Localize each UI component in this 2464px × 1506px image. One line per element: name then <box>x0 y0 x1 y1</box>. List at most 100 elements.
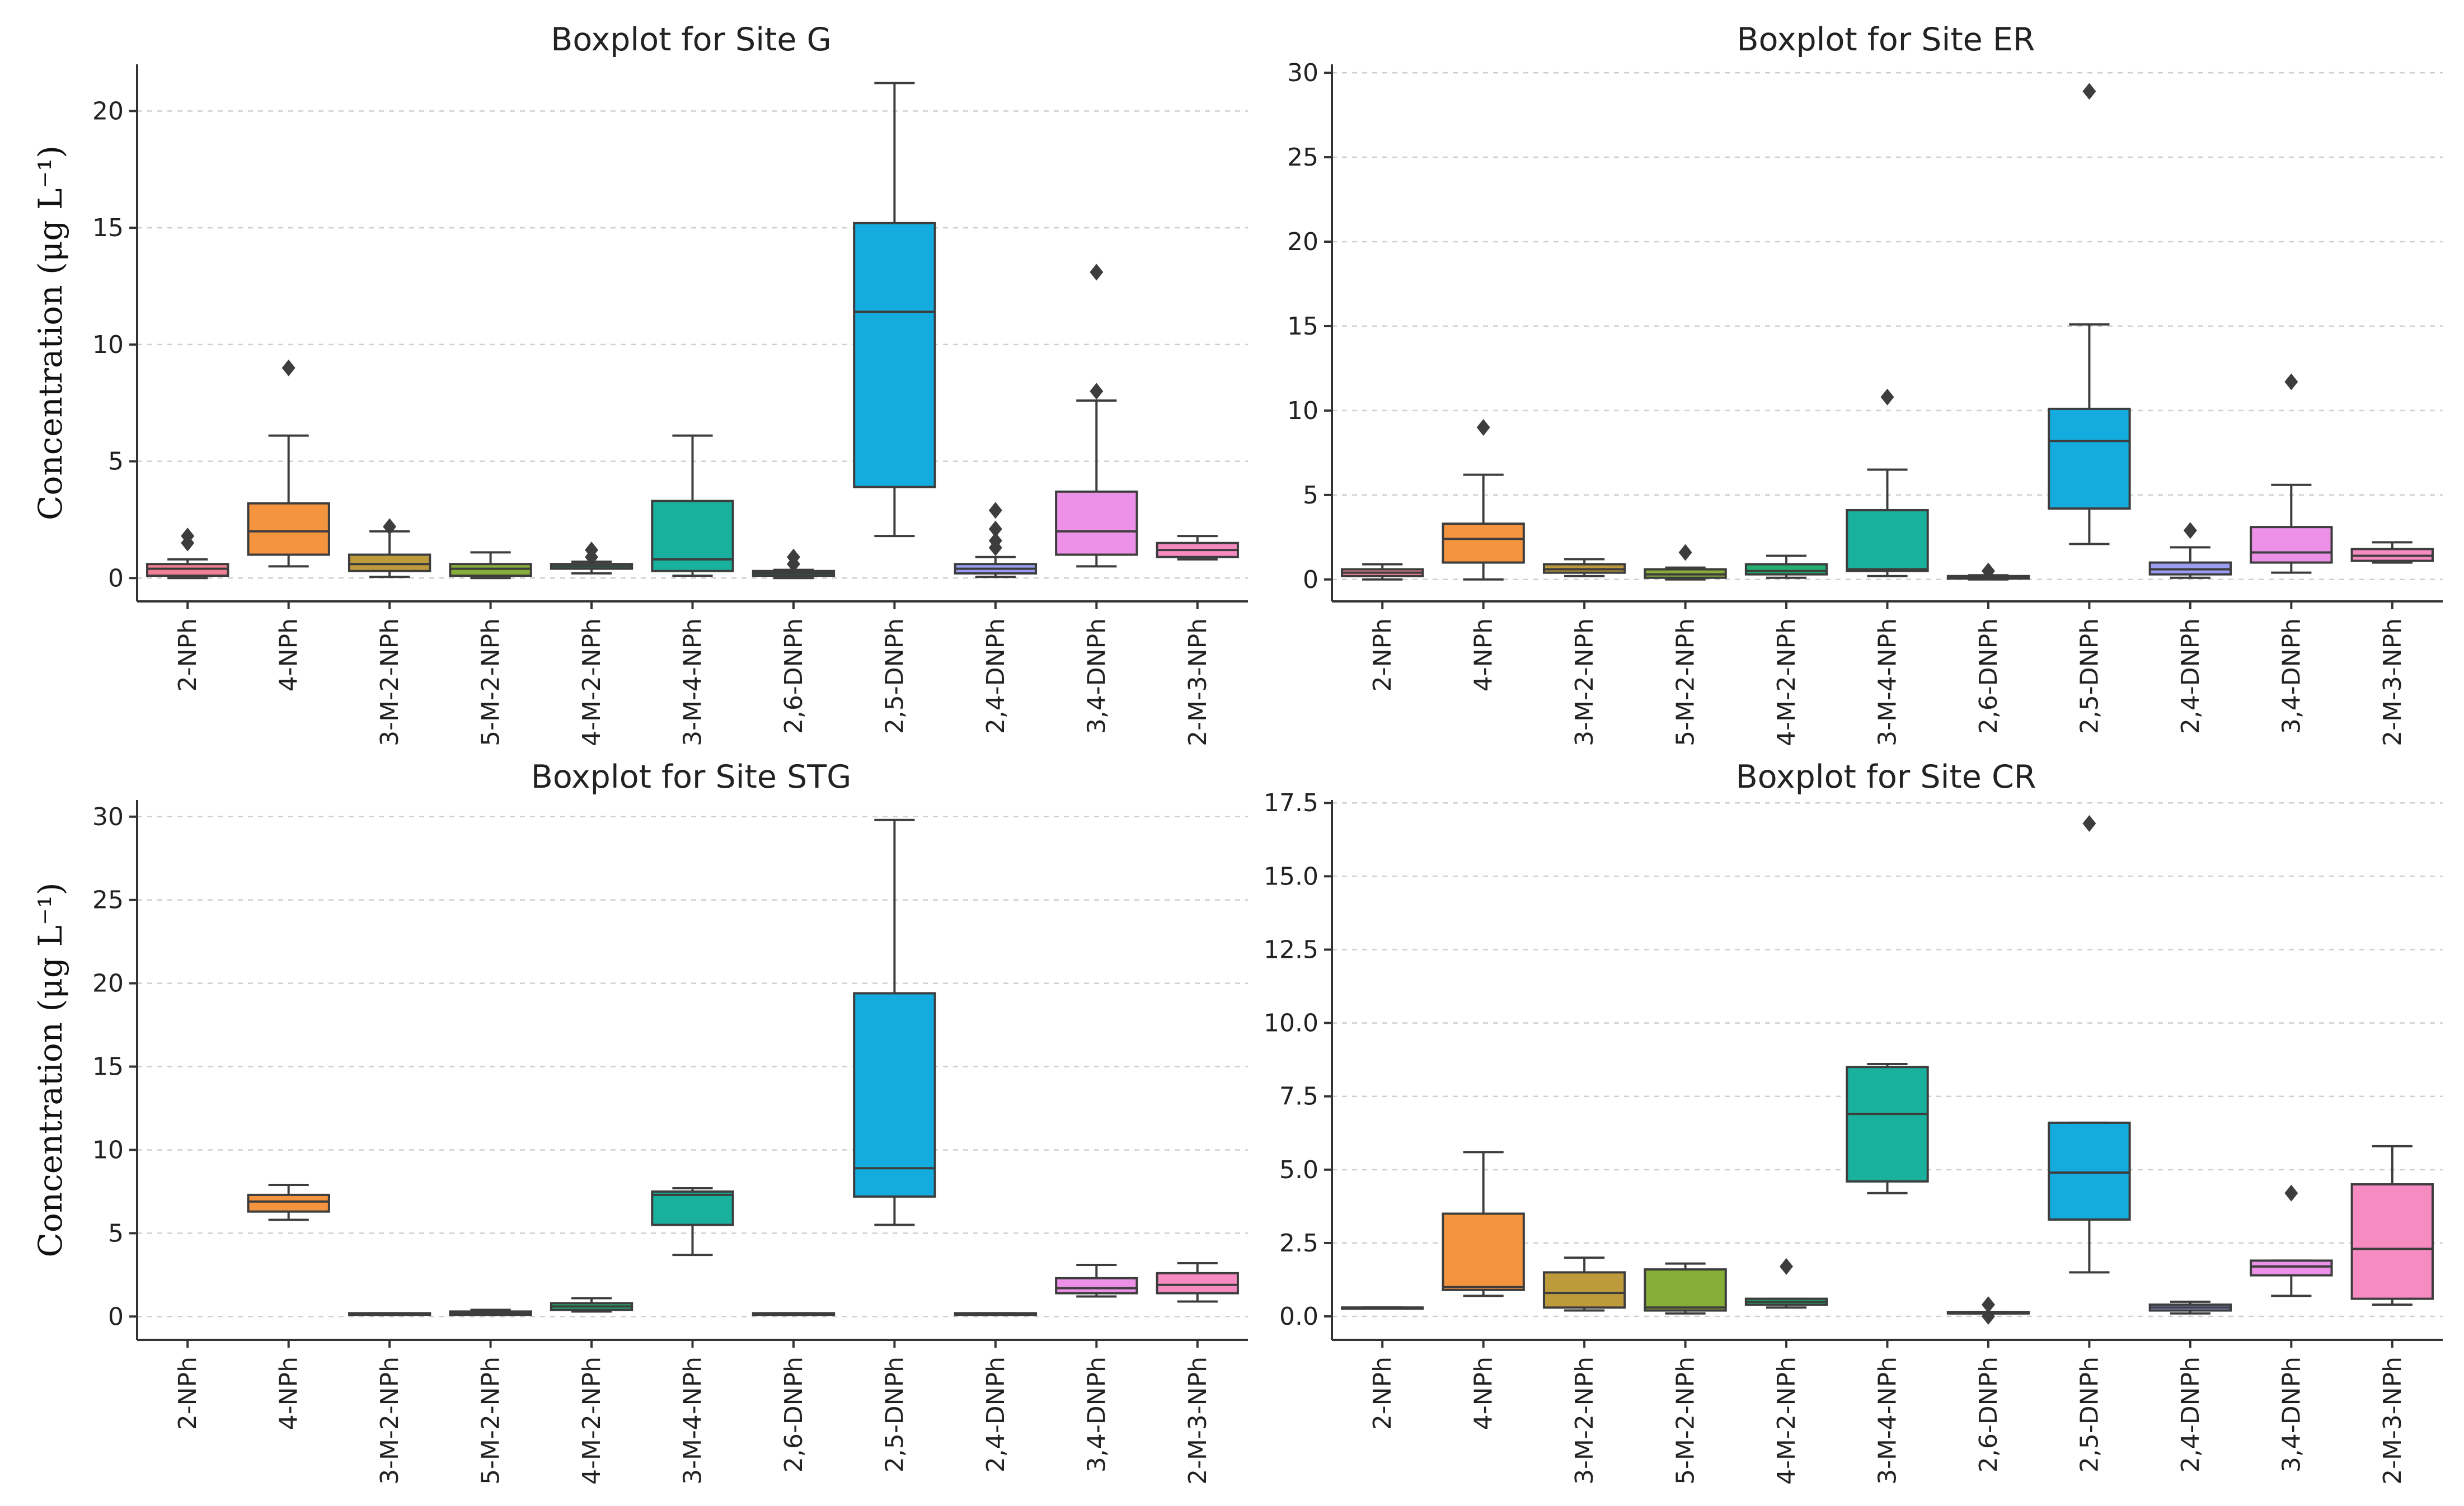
box-4-m-2-nph-group <box>550 542 633 575</box>
box-4-nph <box>1442 1212 1525 1291</box>
x-tick-label: 5-M-2-NPh <box>1672 1357 1700 1485</box>
x-tick-label: 3-M-2-NPh <box>376 1357 404 1485</box>
box-5-m-2-nph <box>449 563 532 577</box>
y-axis-label: Concentration (μg L⁻¹) <box>31 883 69 1258</box>
box-2-4-dnph-group <box>954 1312 1038 1316</box>
box-4-m-2-nph <box>1744 563 1828 576</box>
box-5-m-2-nph-group <box>449 551 532 580</box>
x-tick-label: 2-NPh <box>1368 1357 1397 1430</box>
outlier-point <box>181 528 195 545</box>
box-2-4-dnph-group <box>2148 1300 2232 1315</box>
box-2-m-3-nph-group <box>1156 535 1239 561</box>
x-tick-label: 2-NPh <box>1368 618 1397 691</box>
x-tick-label: 2,4-DNPh <box>2176 618 2205 734</box>
x-tick-label: 3-M-2-NPh <box>1570 618 1599 746</box>
panel-site-er: Boxplot for Site ER 0 5 10 15 20 25 30 2-NPh 4-NP… <box>1287 21 2443 746</box>
x-tick-label: 2-M-3-NPh <box>1184 1357 1212 1485</box>
outlier-point <box>2284 373 2298 390</box>
box-2-5-dnph-group <box>853 818 936 1226</box>
box-3-m-4-nph-group <box>651 1187 734 1256</box>
panel-title: Boxplot for Site ER <box>1737 21 2035 58</box>
box-4-nph-group <box>1442 1151 1525 1297</box>
x-tick-label: 4-M-2-NPh <box>578 618 606 746</box>
panel-title: Boxplot for Site G <box>551 21 832 58</box>
y-tick-label: 0.0 <box>1279 1302 1318 1331</box>
box-2-nph-group <box>146 528 229 580</box>
outlier-point <box>585 542 599 559</box>
box-3-4-dnph-group <box>2250 1184 2333 1297</box>
outlier-point <box>1090 263 1104 281</box>
outlier-point <box>383 518 397 535</box>
box-3-4-dnph-group <box>1055 1263 1138 1298</box>
x-tick-label: 2,6-DNPh <box>780 1357 808 1472</box>
x-tick-label: 3,4-DNPh <box>1082 1357 1111 1472</box>
x-tick-label: 4-NPh <box>275 1357 303 1430</box>
box-3-4-dnph <box>2250 526 2333 564</box>
x-tick-label: 2,5-DNPh <box>880 618 909 734</box>
box-4-nph <box>247 1193 330 1213</box>
box-2-m-3-nph <box>2350 1183 2434 1300</box>
outlier-point <box>988 502 1002 519</box>
y-tick-label: 15 <box>1287 312 1318 341</box>
panel-title: Boxplot for Site CR <box>1736 759 2036 796</box>
box-3-m-4-nph-group <box>1846 1063 1929 1194</box>
x-tick-label: 2,6-DNPh <box>780 618 808 734</box>
y-tick-label: 5 <box>108 1219 124 1248</box>
x-tick-label: 2,4-DNPh <box>982 1357 1010 1472</box>
outlier-point <box>988 520 1002 538</box>
y-tick-label: 10.0 <box>1264 1009 1318 1038</box>
box-2-6-dnph-group <box>752 1312 836 1316</box>
y-tick-label: 12.5 <box>1264 935 1318 964</box>
box-2-4-dnph-group <box>954 502 1038 578</box>
box-4-m-2-nph-group <box>550 1297 633 1313</box>
y-tick-label: 15.0 <box>1264 862 1318 891</box>
outlier-point <box>2284 1184 2298 1202</box>
box-2-6-dnph-group <box>1946 562 2030 581</box>
box-2-5-dnph <box>2048 1121 2131 1221</box>
box-3-m-4-nph <box>1846 509 1929 572</box>
box-5-m-2-nph <box>1644 1268 1727 1312</box>
box-2-nph-group <box>1341 1306 1424 1310</box>
x-tick-label: 3-M-4-NPh <box>1874 618 1902 746</box>
box-3-m-2-nph <box>1542 1271 1626 1309</box>
box-3-m-2-nph <box>348 553 431 572</box>
y-tick-label: 10 <box>92 1136 124 1164</box>
y-tick-label: 10 <box>92 331 124 359</box>
x-tick-label: 2-M-3-NPh <box>1184 618 1212 746</box>
box-3-4-dnph <box>1055 490 1138 556</box>
box-2-5-dnph-group <box>2048 83 2131 545</box>
box-3-4-dnph-group <box>1055 263 1138 568</box>
x-tick-label: 2,6-DNPh <box>1974 618 2003 734</box>
box-4-m-2-nph-group <box>1744 554 1828 579</box>
x-tick-label: 4-M-2-NPh <box>1772 618 1801 746</box>
box-5-m-2-nph-group <box>449 1309 532 1316</box>
x-tick-label: 5-M-2-NPh <box>477 1357 505 1485</box>
box-2-6-dnph-group <box>1946 1296 2030 1325</box>
box-3-m-2-nph-group <box>1542 1256 1626 1312</box>
box-4-nph-group <box>1442 419 1525 581</box>
y-tick-label: 25 <box>1287 143 1318 172</box>
y-tick-label: 7.5 <box>1279 1083 1318 1111</box>
panel-site-g: Boxplot for Site G 0 5 10 15 20 Concentration … <box>31 21 1248 746</box>
outlier-point <box>2082 83 2096 100</box>
box-5-m-2-nph-group <box>1644 544 1727 581</box>
y-tick-label: 15 <box>92 214 124 242</box>
box-2-5-dnph-group <box>2048 815 2131 1274</box>
x-tick-label: 4-NPh <box>1470 1357 1498 1430</box>
x-tick-label: 2,5-DNPh <box>2075 618 2104 734</box>
y-tick-label: 0 <box>108 564 124 592</box>
y-tick-label: 0 <box>1303 566 1318 594</box>
y-tick-label: 10 <box>1287 397 1318 425</box>
x-tick-label: 3-M-4-NPh <box>1874 1357 1902 1485</box>
y-axis-label: Concentration (μg L⁻¹) <box>31 145 69 520</box>
panel-site-stg: Boxplot for Site STG 0 5 10 15 20 25 30 Concentr… <box>31 759 1248 1485</box>
x-tick-label: 4-NPh <box>275 618 303 691</box>
box-2-nph <box>146 563 229 577</box>
box-2-m-3-nph-group <box>1156 1262 1239 1303</box>
x-tick-label: 3,4-DNPh <box>1082 618 1111 734</box>
box-4-nph <box>1442 523 1525 564</box>
y-tick-label: 30 <box>92 803 124 831</box>
outlier-point <box>1090 383 1104 400</box>
y-tick-label: 20 <box>1287 228 1318 256</box>
